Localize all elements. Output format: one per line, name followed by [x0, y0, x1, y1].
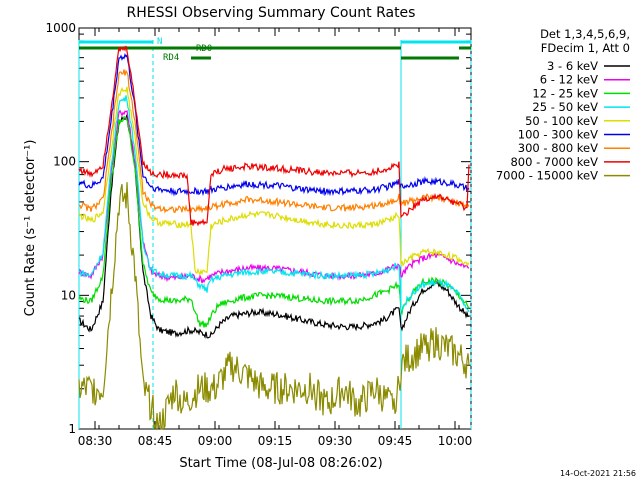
series-lines [78, 45, 470, 431]
x-tick-label: 10:00 [438, 434, 473, 448]
series-line-8 [78, 182, 470, 431]
x-axis-label: Start Time (08-Jul-08 08:26:02) [179, 456, 382, 471]
y-tick-label: 1 [68, 422, 76, 436]
legend-entry-label: 7000 - 15000 keV [496, 169, 598, 183]
x-tick-label: 09:15 [258, 434, 293, 448]
y-axis-label: Count Rate (s⁻¹ detector⁻¹) [23, 140, 38, 317]
chart-title: RHESSI Observing Summary Count Rates [127, 5, 416, 21]
status-flags: N RD0 RD4 [78, 37, 472, 429]
legend-header-line-2: FDecim 1, Att 0 [541, 41, 630, 55]
flag-label-rd0: RD0 [196, 44, 212, 54]
legend-entry-label: 800 - 7000 keV [510, 155, 598, 169]
series-line-3 [79, 95, 470, 313]
series-line-0 [78, 114, 470, 339]
flag-label-n: N [157, 37, 162, 47]
series-line-6 [78, 69, 470, 214]
legend-entry-label: 6 - 12 keV [540, 73, 598, 87]
series-line-5 [78, 52, 470, 197]
x-tick-label: 09:30 [318, 434, 353, 448]
legend-header-line-1: Det 1,3,4,5,6,9, [540, 27, 630, 41]
render-timestamp: 14-Oct-2021 21:56 [560, 469, 636, 478]
axis-ticks: 1 10 100 1000 08:30 08:45 09:00 09:15 09:30 09:45… [45, 21, 472, 448]
legend-entry-label: 12 - 25 keV [532, 86, 598, 100]
legend-entry-label: 300 - 800 keV [518, 141, 598, 155]
series-line-1 [78, 109, 470, 284]
x-tick-label: 08:45 [138, 434, 173, 448]
legend-entry-label: 25 - 50 keV [532, 100, 598, 114]
x-tick-label: 09:00 [198, 434, 233, 448]
x-tick-label: 08:30 [78, 434, 113, 448]
flag-label-rd4: RD4 [163, 53, 179, 63]
plot-frame [78, 27, 472, 430]
series-line-7 [78, 45, 470, 227]
series-line-4 [78, 86, 470, 276]
x-tick-label: 09:45 [378, 434, 413, 448]
y-tick-label: 100 [53, 155, 76, 169]
y-tick-label: 10 [61, 288, 76, 302]
legend-entry-label: 100 - 300 keV [518, 128, 598, 142]
legend-entry-label: 50 - 100 keV [525, 114, 598, 128]
y-tick-label: 1000 [45, 21, 76, 35]
legend-entry-label: 3 - 6 keV [547, 59, 598, 73]
